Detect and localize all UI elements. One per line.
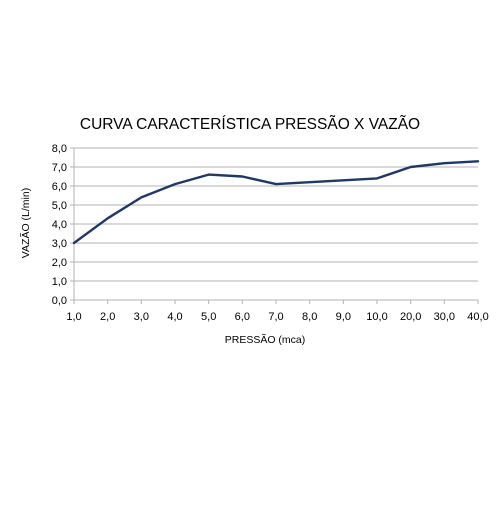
grid-lines <box>74 148 478 281</box>
x-tick-label: 20,0 <box>400 311 421 323</box>
x-tick-label: 5,0 <box>201 311 216 323</box>
y-tick-label: 0,0 <box>52 295 67 307</box>
y-axis-label: VAZÃO (L/min) <box>19 188 32 258</box>
y-tick-label: 7,0 <box>52 162 67 174</box>
chart-title: CURVA CARACTERÍSTICA PRESSÃO X VAZÃO <box>80 116 420 133</box>
x-tick-label: 9,0 <box>336 311 351 323</box>
x-tick-label: 6,0 <box>235 311 250 323</box>
x-tick-label: 8,0 <box>302 311 317 323</box>
x-tick-label: 3,0 <box>134 311 149 323</box>
x-tick-label: 4,0 <box>167 311 182 323</box>
x-axis-label: PRESSÃO (mca) <box>225 333 306 346</box>
y-tick-labels: 0,0 1,0 2,0 3,0 4,0 5,0 6,0 7,0 8,0 <box>52 143 67 307</box>
series-layer <box>74 161 478 243</box>
x-tick-label: 1,0 <box>66 311 81 323</box>
x-tick-label: 40,0 <box>467 311 488 323</box>
y-tick-label: 1,0 <box>52 276 67 288</box>
y-tick-label: 8,0 <box>52 143 67 155</box>
x-tick-labels: 1,0 2,0 3,0 4,0 5,0 6,0 7,0 8,0 9,0 10,0 20,0 30,0 4… <box>66 311 488 323</box>
x-tick-label: 10,0 <box>366 311 387 323</box>
x-tick-label: 30,0 <box>434 311 455 323</box>
x-tick-label: 7,0 <box>268 311 283 323</box>
y-tick-label: 2,0 <box>52 257 67 269</box>
y-tick-label: 6,0 <box>52 181 67 193</box>
y-tick-label: 4,0 <box>52 219 67 231</box>
y-tick-label: 3,0 <box>52 238 67 250</box>
y-tick-label: 5,0 <box>52 200 67 212</box>
series-line <box>74 161 478 243</box>
x-tick-label: 2,0 <box>100 311 115 323</box>
